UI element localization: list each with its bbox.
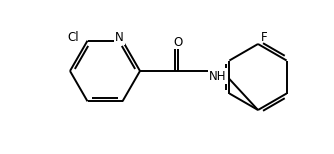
Text: NH: NH [209,69,227,83]
Text: O: O [173,36,183,49]
Text: N: N [115,31,124,44]
Text: Cl: Cl [68,31,79,44]
Text: F: F [261,30,267,43]
